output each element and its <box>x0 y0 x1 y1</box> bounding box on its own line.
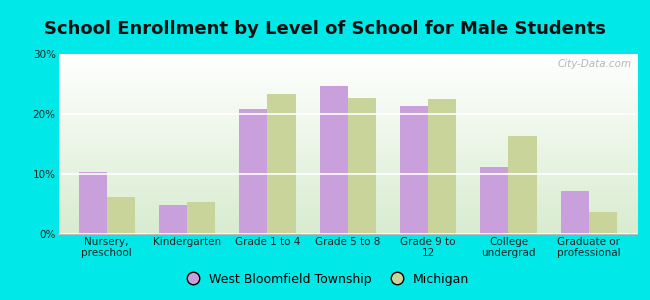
Bar <box>267 94 296 234</box>
Bar <box>159 205 187 234</box>
Text: City-Data.com: City-Data.com <box>557 59 631 69</box>
Bar <box>107 197 135 234</box>
Bar <box>589 212 617 234</box>
Text: School Enrollment by Level of School for Male Students: School Enrollment by Level of School for… <box>44 20 606 38</box>
Bar <box>320 86 348 234</box>
Bar <box>508 136 536 234</box>
Bar <box>428 99 456 234</box>
Bar <box>400 106 428 234</box>
Bar <box>79 172 107 234</box>
Legend: West Bloomfield Township, Michigan: West Bloomfield Township, Michigan <box>176 268 474 291</box>
Bar <box>187 202 215 234</box>
Bar <box>480 167 508 234</box>
Bar <box>348 98 376 234</box>
Bar <box>561 191 589 234</box>
Bar <box>239 109 267 234</box>
